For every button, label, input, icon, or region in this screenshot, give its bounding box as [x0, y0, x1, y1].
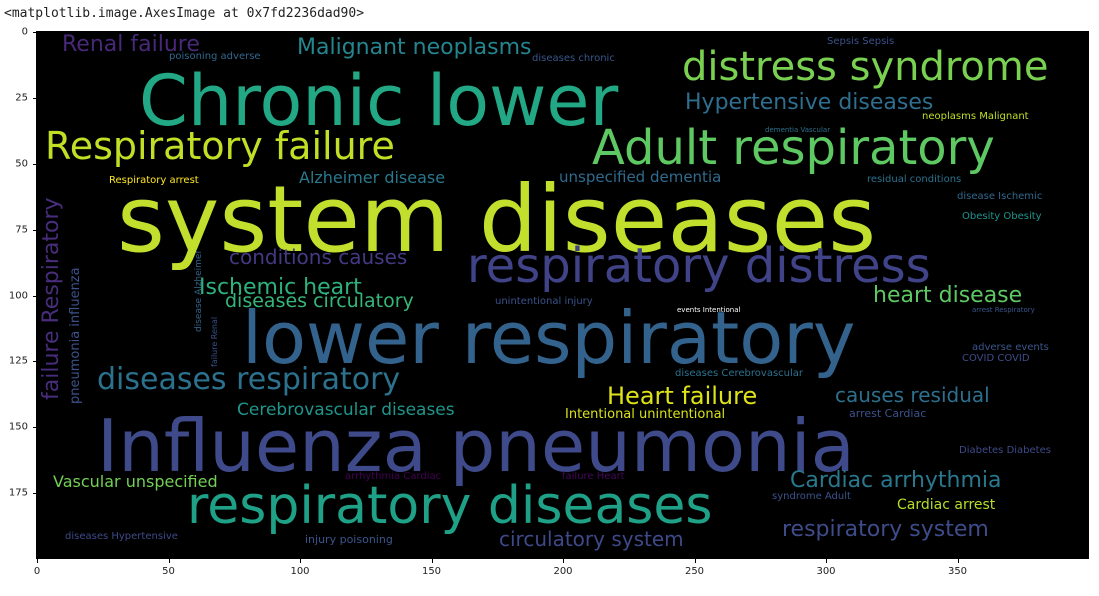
wordcloud-word: Sepsis Sepsis — [827, 36, 895, 47]
x-tick-label: 0 — [33, 566, 41, 577]
y-tick-mark — [33, 229, 37, 231]
wordcloud-word: Respiratory failure — [45, 124, 395, 168]
wordcloud-word: Cardiac arrhythmia — [790, 468, 1002, 493]
wordcloud-word: disease Alzheimer — [194, 249, 204, 332]
wordcloud-word: events Intentional — [677, 306, 741, 314]
y-tick-mark — [33, 97, 37, 99]
x-tick-mark — [957, 559, 959, 563]
wordcloud-word: circulatory system — [499, 527, 684, 551]
y-tick-label: 75 — [15, 224, 28, 236]
x-tick-label: 150 — [421, 566, 442, 577]
wordcloud-word: unintentional injury — [495, 296, 593, 307]
x-tick-label: 50 — [162, 566, 175, 577]
wordcloud-word: respiratory system — [782, 517, 989, 542]
wordcloud-word: diseases Hypertensive — [65, 531, 178, 542]
wordcloud-word: Respiratory arrest — [109, 175, 199, 186]
wordcloud-word: Adult respiratory — [592, 120, 995, 176]
wordcloud-word: adverse events — [972, 342, 1049, 353]
x-tick-label: 100 — [290, 566, 310, 577]
wordcloud-word: Malignant neoplasms — [297, 35, 532, 60]
wordcloud-word: Ischemic heart — [199, 275, 362, 300]
wordcloud-word: Intentional unintentional — [565, 407, 726, 422]
wordcloud-word: diseases Cerebrovascular — [675, 368, 804, 379]
wordcloud-word: respiratory diseases — [187, 476, 713, 536]
y-tick-mark — [33, 361, 37, 363]
wordcloud-word: failure Renal — [210, 316, 219, 367]
wordcloud-word: Vascular unspecified — [53, 472, 218, 491]
wordcloud-word: system diseases — [117, 166, 877, 273]
wordcloud-word: Cardiac arrest — [897, 497, 996, 513]
wordcloud-word: diseases circulatory — [225, 290, 414, 312]
wordcloud-word: arrhythmia Cardiac — [345, 471, 442, 482]
x-tick-mark — [563, 559, 564, 563]
y-tick-label: 125 — [8, 355, 28, 367]
wordcloud-word: poisoning adverse — [169, 51, 261, 62]
wordcloud-word: arrest Cardiac — [849, 407, 927, 420]
wordcloud-word: diseases respiratory — [97, 362, 401, 397]
x-tick-mark — [37, 559, 38, 563]
y-tick-label: 50 — [15, 158, 28, 170]
wordcloud-word: dementia Vascular — [765, 126, 831, 134]
y-tick-label: 0 — [21, 26, 28, 38]
wordcloud-word: Alzheimer disease — [299, 168, 446, 187]
x-tick-mark — [168, 559, 170, 563]
wordcloud-word: Renal failure — [62, 32, 200, 57]
wordcloud-word: unspecified dementia — [559, 168, 722, 186]
wordcloud-word: neoplasms Malignant — [922, 111, 1029, 122]
wordcloud-word: heart disease — [873, 283, 1023, 308]
wordcloud-word: residual conditions — [867, 174, 962, 185]
y-tick-label: 150 — [8, 421, 28, 433]
x-tick-label: 200 — [553, 566, 573, 577]
wordcloud-word: syndrome Adult — [772, 491, 851, 502]
wordcloud-word: Influenza pneumonia — [97, 404, 855, 488]
y-tick-label: 100 — [8, 290, 28, 301]
wordcloud-word: diseases chronic — [532, 53, 615, 64]
x-tick-mark — [431, 559, 433, 563]
wordcloud-word: Diabetes Diabetes — [959, 445, 1051, 456]
wordcloud-word: pneumonia influenza — [68, 267, 83, 404]
wordcloud-word: Hypertensive diseases — [685, 90, 934, 115]
wordcloud-word: causes residual — [835, 383, 990, 407]
wordcloud-word: failure Respiratory — [39, 197, 64, 400]
wordcloud-word: injury poisoning — [305, 533, 393, 546]
x-tick-mark — [694, 559, 696, 563]
wordcloud-word: disease Ischemic — [957, 191, 1043, 202]
wordcloud-word: Chronic lower — [139, 60, 619, 142]
x-tick-label: 350 — [947, 566, 968, 577]
x-tick-label: 300 — [816, 566, 836, 577]
wordcloud-word: COVID COVID — [962, 353, 1030, 364]
y-tick-mark — [33, 427, 37, 429]
x-tick-mark — [300, 559, 301, 563]
wordcloud-word: respiratory distress — [467, 238, 931, 294]
y-tick-mark — [33, 295, 37, 297]
y-tick-mark — [33, 163, 37, 165]
wordcloud-image: system diseases Influenza pneumonia lower … — [37, 32, 1089, 559]
x-tick-label: 250 — [684, 566, 705, 577]
wordcloud-word: arrest Respiratory — [972, 306, 1035, 314]
output-repr: <matplotlib.image.AxesImage at 0x7fd2236… — [4, 6, 365, 21]
wordcloud-word: distress syndrome — [682, 44, 1049, 90]
wordcloud-word: conditions causes — [229, 245, 408, 269]
y-tick-mark — [33, 493, 37, 495]
wordcloud-word: Cerebrovascular diseases — [237, 400, 455, 420]
wordcloud-word: Heart failure — [607, 382, 758, 410]
y-tick-label: 25 — [15, 92, 28, 104]
wordcloud-word: failure Heart — [562, 471, 625, 482]
x-tick-mark — [826, 559, 827, 563]
y-tick-mark — [33, 32, 37, 33]
wordcloud-word: Obesity Obesity — [962, 211, 1042, 222]
wordcloud-word: lower respiratory — [242, 296, 856, 380]
y-tick-label: 175 — [8, 487, 28, 499]
